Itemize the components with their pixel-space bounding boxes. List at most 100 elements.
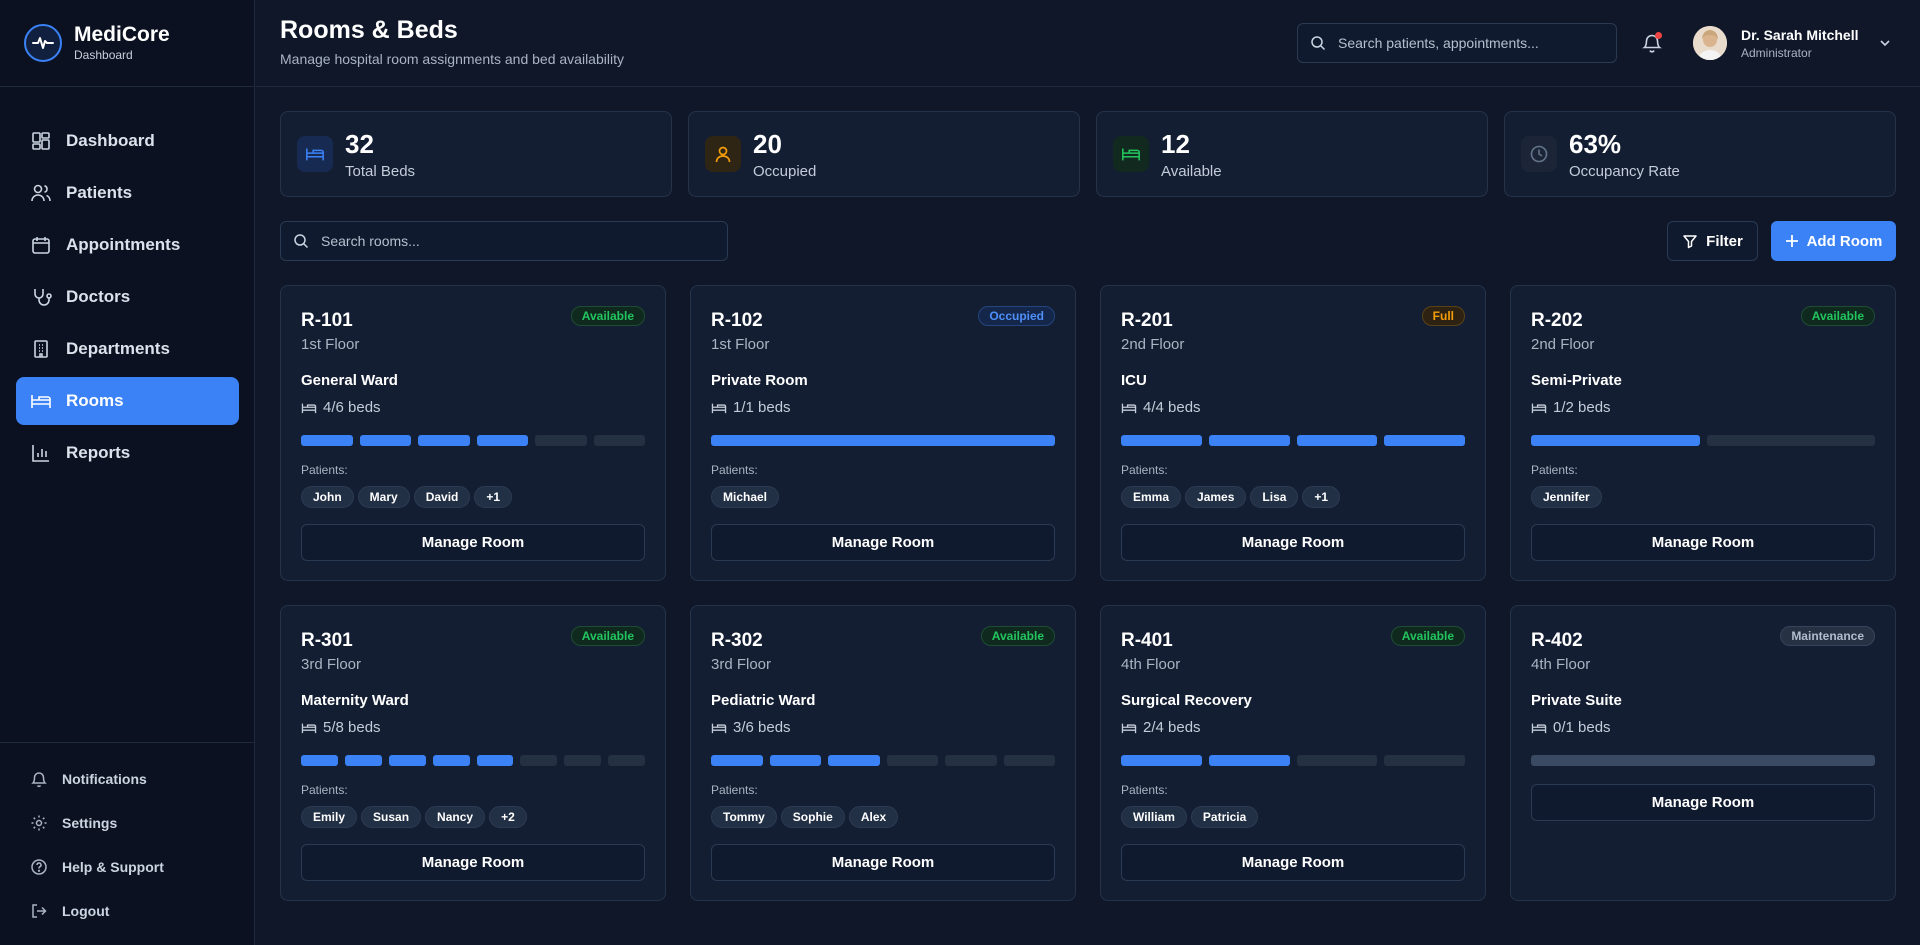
patients-label: Patients: [1121,783,1168,797]
patient-chip[interactable]: David [413,486,471,508]
add-room-button[interactable]: Add Room [1771,221,1896,261]
bed-icon [711,400,733,416]
logout-icon [30,902,48,920]
room-floor: 1st Floor [711,336,770,353]
patient-chip[interactable]: Sophie [780,806,845,828]
main-nav: Dashboard Patients Appointments Doctors … [16,117,239,481]
nav-item-departments[interactable]: Departments [16,325,239,373]
bed-segment [593,435,645,446]
bed-occupancy-bar [1531,755,1875,766]
sidebar-help[interactable]: Help & Support [16,845,239,889]
notification-dot [1655,32,1662,39]
room-card[interactable]: R-401 4th Floor Available Surgical Recovery… [1100,605,1486,901]
bed-count: 5/8 beds [301,719,381,736]
room-card[interactable]: R-402 4th Floor Maintenance Private Suite 0/… [1510,605,1896,901]
nav-item-dashboard[interactable]: Dashboard [16,117,239,165]
chevron-down-icon[interactable] [1877,35,1893,51]
patient-chip[interactable]: Susan [361,806,422,828]
patient-list: William Patricia [1121,806,1259,828]
filter-button[interactable]: Filter [1667,221,1758,261]
global-search-input[interactable] [1338,35,1598,51]
sidebar-footer-label: Help & Support [62,859,164,875]
room-id: R-101 [301,310,353,331]
gear-icon [30,814,48,832]
room-floor: 2nd Floor [1531,336,1595,353]
patient-chip[interactable]: Emma [1121,486,1182,508]
nav-label: Reports [66,443,131,462]
room-card[interactable]: R-201 2nd Floor Full ICU 4/4 beds Patients: Em… [1100,285,1486,581]
nav-item-doctors[interactable]: Doctors [16,273,239,321]
bed-occupancy-bar [711,435,1055,446]
patient-chip[interactable]: +1 [474,486,513,508]
room-card[interactable]: R-102 1st Floor Occupied Private Room 1/1 be… [690,285,1076,581]
manage-room-button[interactable]: Manage Room [301,844,645,881]
nav-item-reports[interactable]: Reports [16,429,239,477]
manage-room-button[interactable]: Manage Room [711,844,1055,881]
nav-item-rooms[interactable]: Rooms [16,377,239,425]
sidebar-settings[interactable]: Settings [16,801,239,845]
bed-icon [1121,400,1143,416]
bed-count-text: 1/2 beds [1553,399,1611,416]
patients-label: Patients: [711,783,758,797]
manage-room-button[interactable]: Manage Room [1531,524,1875,561]
user-name[interactable]: Dr. Sarah Mitchell [1741,27,1859,43]
bed-segment [1384,435,1465,446]
manage-room-button[interactable]: Manage Room [1121,524,1465,561]
nav-item-appointments[interactable]: Appointments [16,221,239,269]
room-search-input[interactable] [321,233,581,249]
room-floor: 4th Floor [1531,656,1591,673]
patient-chip[interactable]: +2 [489,806,527,828]
notification-bell-icon[interactable] [1641,32,1663,54]
patients-label: Patients: [301,783,348,797]
patients-label: Patients: [301,463,348,477]
patient-chip[interactable]: Alex [848,806,899,828]
help-circle-icon [30,858,48,876]
room-card[interactable]: R-302 3rd Floor Available Pediatric Ward 3/6… [690,605,1076,901]
patient-chip[interactable]: James [1185,486,1247,508]
clock-icon [1521,136,1557,172]
room-type: General Ward [301,372,398,389]
room-card[interactable]: R-101 1st Floor Available General Ward 4/6 b… [280,285,666,581]
room-id: R-202 [1531,310,1583,331]
patient-chip[interactable]: John [301,486,354,508]
room-card[interactable]: R-301 3rd Floor Available Maternity Ward 5/8… [280,605,666,901]
nav-label: Patients [66,183,133,202]
patient-chip[interactable]: Lisa [1250,486,1299,508]
manage-room-button[interactable]: Manage Room [711,524,1055,561]
room-card[interactable]: R-202 2nd Floor Available Semi-Private 1/2 b… [1510,285,1896,581]
room-floor: 4th Floor [1121,656,1181,673]
bed-segment [769,755,821,766]
sidebar-logout[interactable]: Logout [16,889,239,933]
patient-chip[interactable]: William [1121,806,1187,828]
nav-label: Dashboard [66,131,155,150]
filter-label: Filter [1706,232,1743,250]
patient-chip[interactable]: Nancy [425,806,486,828]
patient-chip[interactable]: Emily [301,806,358,828]
patient-chip[interactable]: Michael [711,486,780,508]
stat-value: 32 [345,129,374,159]
status-badge: Available [980,626,1055,646]
bed-segment [301,435,353,446]
nav-label: Rooms [66,391,124,410]
bed-segment [301,755,338,766]
manage-room-button[interactable]: Manage Room [1531,784,1875,821]
bed-icon [301,720,323,736]
brand[interactable]: MediCore Dashboard [0,0,254,87]
patient-chip[interactable]: +1 [1302,486,1341,508]
nav-item-patients[interactable]: Patients [16,169,239,217]
stat-label: Available [1161,163,1222,180]
sidebar-notifications[interactable]: Notifications [16,757,239,801]
patient-chip[interactable]: Tommy [711,806,777,828]
user-icon [705,136,741,172]
patient-chip[interactable]: Patricia [1190,806,1259,828]
manage-room-button[interactable]: Manage Room [1121,844,1465,881]
patient-chip[interactable]: Mary [357,486,410,508]
patient-chip[interactable]: Jennifer [1531,486,1602,508]
bed-segment [1003,755,1055,766]
sidebar-footer-label: Notifications [62,771,147,787]
bed-occupancy-bar [711,755,1055,766]
stat-value: 12 [1161,129,1190,159]
manage-room-button[interactable]: Manage Room [301,524,645,561]
bed-segment [359,435,411,446]
avatar[interactable] [1693,26,1727,60]
